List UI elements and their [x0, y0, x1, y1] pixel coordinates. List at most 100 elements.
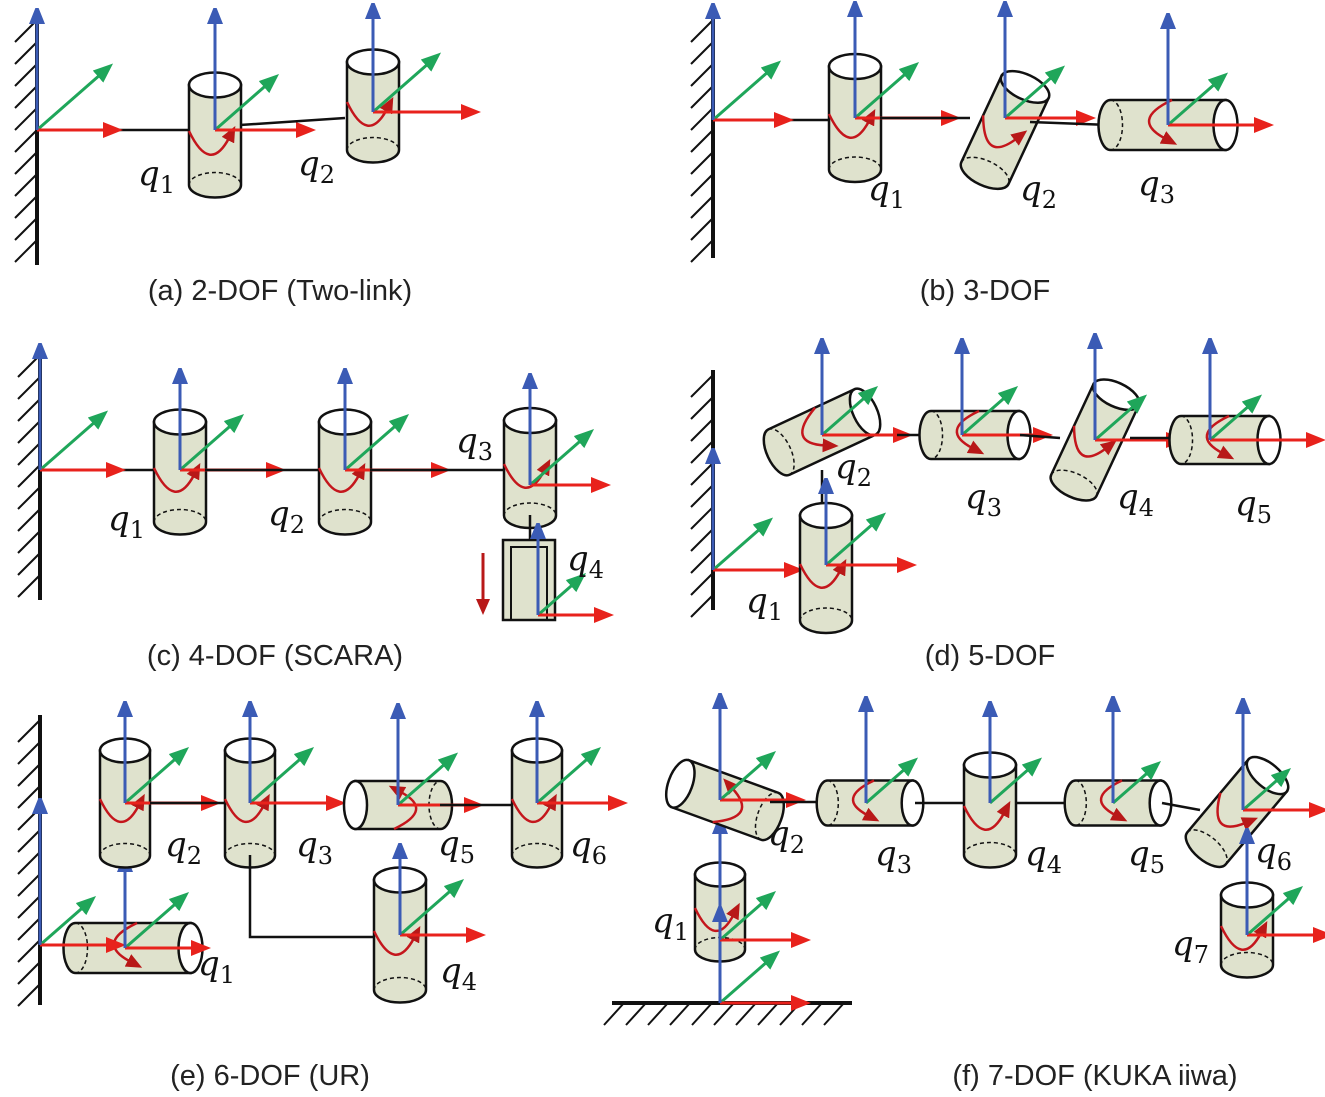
joint-label: q4 [567, 539, 604, 584]
hatch [18, 918, 40, 940]
hatch [18, 852, 40, 874]
joint-label: q5 [1128, 834, 1165, 879]
joint-symbol: q [1235, 484, 1257, 524]
joint-label: q1 [746, 581, 783, 626]
hatch [691, 196, 713, 218]
hatch [691, 86, 713, 108]
hatch [780, 1003, 800, 1025]
joint-index: 1 [220, 961, 235, 989]
hatch [18, 808, 40, 830]
cylinder-top [344, 781, 367, 829]
joint-index: 6 [1277, 848, 1292, 876]
hatch [824, 1003, 844, 1025]
hatch [18, 720, 40, 742]
axis-arrow [720, 961, 768, 1003]
hatch [802, 1003, 822, 1025]
joint-index: 4 [589, 556, 604, 584]
joint-label: q2 [298, 144, 335, 189]
joint-symbol: q [1172, 924, 1194, 964]
joint-symbol: q [440, 951, 462, 991]
hatch [18, 443, 40, 465]
joint-label: q5 [438, 824, 475, 869]
joint-symbol: q [746, 581, 768, 621]
hatch [714, 1003, 734, 1025]
hatch [15, 196, 37, 218]
hatch [691, 218, 713, 240]
joint-symbol: q [570, 825, 592, 865]
joint-label: q2 [1020, 169, 1057, 214]
axis-arrow [40, 421, 96, 470]
hatch [692, 1003, 712, 1025]
joint-label: q6 [1255, 831, 1292, 876]
joint-label: q6 [570, 825, 607, 870]
hatch [691, 64, 713, 86]
panel-caption: (c) 4-DOF (SCARA) [147, 640, 403, 672]
axis-arrow [713, 71, 769, 120]
link [250, 855, 375, 937]
joint-symbol: q [965, 477, 987, 517]
joint-index: 4 [1047, 851, 1062, 879]
joint-label: q1 [108, 499, 145, 544]
joint-symbol: q [567, 539, 589, 579]
hatch [691, 441, 713, 463]
hatch [15, 240, 37, 262]
hatch [15, 174, 37, 196]
hatch [18, 962, 40, 984]
joint-cylinder [817, 781, 924, 826]
joint-index: 2 [290, 511, 305, 539]
joint-index: 5 [1150, 851, 1165, 879]
hatch [18, 764, 40, 786]
hatch [648, 1003, 668, 1025]
joint-symbol: q [652, 901, 674, 941]
joint-index: 2 [320, 161, 335, 189]
hatch [18, 984, 40, 1006]
joint-label: q3 [296, 825, 333, 870]
joint-label: q2 [268, 494, 305, 539]
joint-cylinder [1065, 781, 1172, 826]
hatch [15, 152, 37, 174]
hatch [691, 463, 713, 485]
joint-symbol: q [198, 944, 220, 984]
joint-label: q1 [868, 169, 905, 214]
joint-label: q4 [1117, 477, 1154, 522]
joint-index: 2 [1042, 186, 1057, 214]
joint-label: q1 [652, 901, 689, 946]
joint-label: q1 [198, 944, 235, 989]
hatch [758, 1003, 778, 1025]
hatch [691, 174, 713, 196]
joint-index: 5 [460, 841, 475, 869]
hatch [18, 465, 40, 487]
joint-index: 5 [1257, 501, 1272, 529]
hatch [691, 20, 713, 42]
joint-index: 6 [592, 842, 607, 870]
hatch [18, 553, 40, 575]
hatch [691, 419, 713, 441]
hatch [15, 108, 37, 130]
hatch [670, 1003, 690, 1025]
joint-symbol: q [108, 499, 130, 539]
link [240, 118, 345, 125]
hatch [691, 529, 713, 551]
joint-index: 2 [187, 842, 202, 870]
joint-symbol: q [1128, 834, 1150, 874]
axis-arrow [37, 74, 101, 130]
joint-symbol: q [438, 824, 460, 864]
hatch [691, 507, 713, 529]
hatch [691, 375, 713, 397]
hatch [691, 130, 713, 152]
joint-label: q1 [138, 154, 175, 199]
joint-index: 4 [1139, 494, 1154, 522]
panel-caption: (a) 2-DOF (Two-link) [148, 275, 412, 307]
joint-label: q3 [965, 477, 1002, 522]
hatch [18, 742, 40, 764]
joint-label: q2 [768, 814, 805, 859]
hatch [18, 940, 40, 962]
joint-label: q2 [835, 447, 872, 492]
joint-index: 4 [462, 968, 477, 996]
axis-arrow [713, 528, 761, 570]
joint-index: 1 [130, 516, 145, 544]
joint-index: 2 [790, 831, 805, 859]
joint-symbol: q [875, 834, 897, 874]
hatch [18, 355, 40, 377]
hatch [691, 42, 713, 64]
